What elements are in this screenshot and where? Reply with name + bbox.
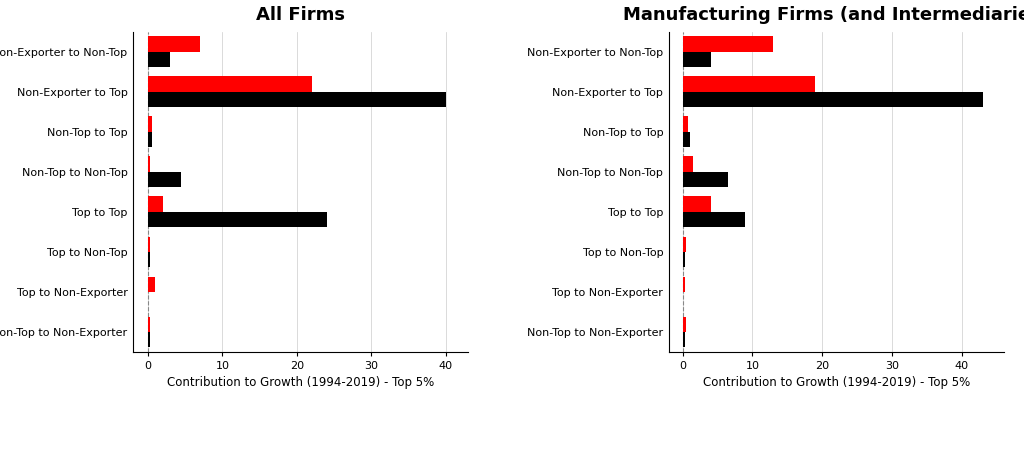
X-axis label: Contribution to Growth (1994-2019) - Top 5%: Contribution to Growth (1994-2019) - Top… xyxy=(702,377,970,389)
Bar xyxy=(148,92,445,107)
Bar xyxy=(683,276,685,292)
Bar xyxy=(683,172,728,187)
Bar xyxy=(683,236,686,252)
Bar xyxy=(148,276,156,292)
X-axis label: Contribution to Growth (1994-2019) - Top 5%: Contribution to Growth (1994-2019) - Top… xyxy=(167,377,434,389)
Bar xyxy=(683,76,815,92)
Bar xyxy=(148,37,200,51)
Bar xyxy=(148,51,170,67)
Bar xyxy=(683,332,685,347)
Bar xyxy=(148,132,152,147)
Bar xyxy=(148,156,151,172)
Bar xyxy=(148,172,181,187)
Title: Manufacturing Firms (and Intermediaries): Manufacturing Firms (and Intermediaries) xyxy=(624,6,1024,24)
Title: All Firms: All Firms xyxy=(256,6,345,24)
Bar xyxy=(683,37,773,51)
Bar xyxy=(683,51,711,67)
Bar xyxy=(683,132,690,147)
Bar xyxy=(683,252,685,267)
Bar xyxy=(683,116,688,132)
Bar xyxy=(148,236,151,252)
Bar xyxy=(683,92,983,107)
Bar xyxy=(683,197,711,212)
Bar xyxy=(683,212,745,227)
Bar xyxy=(148,317,151,332)
Bar xyxy=(148,212,327,227)
Bar xyxy=(148,332,151,347)
Bar xyxy=(683,156,693,172)
Bar xyxy=(148,76,311,92)
Bar xyxy=(148,252,151,267)
Bar xyxy=(148,116,152,132)
Bar xyxy=(683,317,686,332)
Bar xyxy=(148,197,163,212)
